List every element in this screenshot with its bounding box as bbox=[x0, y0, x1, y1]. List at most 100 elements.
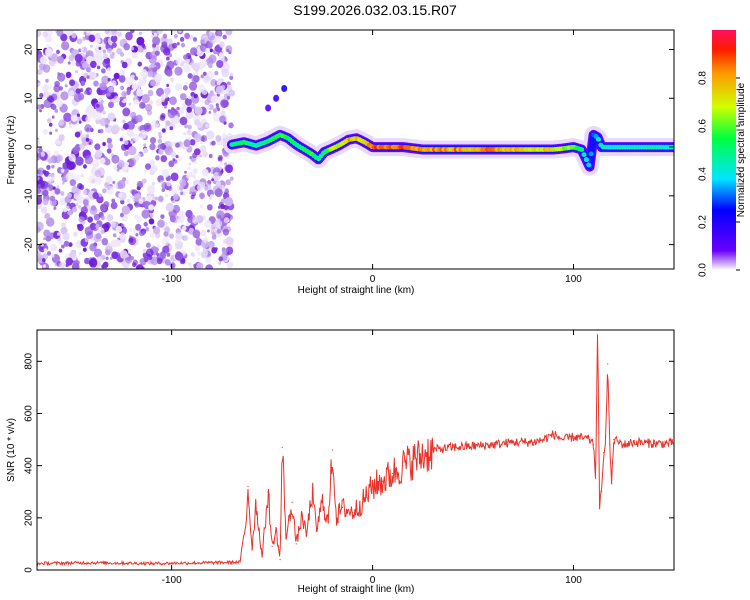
snr-point bbox=[599, 504, 601, 506]
noise-speckle bbox=[169, 126, 174, 131]
trace-cell bbox=[583, 157, 590, 163]
noise-speckle bbox=[166, 69, 173, 77]
noise-speckle bbox=[51, 164, 55, 169]
noise-speckle bbox=[161, 168, 170, 178]
noise-speckle bbox=[192, 168, 198, 175]
noise-speckle bbox=[184, 170, 187, 174]
snr-point bbox=[492, 444, 494, 446]
noise-speckle bbox=[85, 66, 91, 73]
noise-speckle bbox=[84, 226, 94, 236]
noise-speckle bbox=[214, 188, 223, 198]
noise-speckle bbox=[166, 60, 175, 70]
noise-speckle bbox=[143, 143, 147, 147]
noise-speckle bbox=[162, 33, 168, 39]
noise-speckle bbox=[196, 262, 204, 269]
noise-speckle bbox=[111, 30, 117, 35]
noise-speckle bbox=[164, 125, 168, 129]
noise-speckle bbox=[101, 206, 106, 212]
noise-speckle bbox=[113, 72, 120, 80]
noise-speckle bbox=[55, 128, 58, 132]
noise-speckle bbox=[111, 251, 119, 259]
noise-speckle bbox=[150, 256, 159, 266]
noise-speckle bbox=[165, 202, 174, 212]
noise-speckle bbox=[105, 185, 114, 195]
noise-speckle bbox=[166, 83, 170, 88]
noise-speckle bbox=[49, 85, 53, 89]
noise-speckle bbox=[123, 92, 127, 96]
stray-blob bbox=[273, 94, 280, 102]
noise-speckle bbox=[149, 159, 155, 166]
noise-speckle bbox=[188, 262, 192, 266]
noise-speckle bbox=[75, 88, 81, 95]
snr-point bbox=[452, 446, 454, 448]
noise-speckle bbox=[130, 30, 135, 34]
noise-speckle bbox=[37, 226, 41, 233]
noise-speckle bbox=[135, 114, 143, 123]
noise-speckle bbox=[132, 262, 137, 268]
noise-speckle bbox=[123, 139, 129, 145]
noise-speckle bbox=[138, 101, 146, 109]
noise-speckle bbox=[114, 95, 120, 103]
noise-speckle bbox=[160, 97, 165, 103]
noise-speckle bbox=[105, 242, 112, 249]
noise-speckle bbox=[200, 89, 204, 93]
noise-speckle bbox=[102, 188, 107, 194]
noise-speckle bbox=[229, 72, 233, 77]
noise-speckle bbox=[71, 185, 80, 195]
noise-speckle bbox=[94, 169, 102, 178]
noise-speckle bbox=[42, 198, 49, 206]
noise-speckle bbox=[153, 226, 161, 235]
noise-speckle bbox=[218, 261, 222, 265]
snr-point bbox=[295, 543, 297, 545]
noise-speckle bbox=[129, 74, 136, 81]
noise-speckle bbox=[216, 228, 222, 234]
noise-speckle bbox=[141, 230, 145, 235]
noise-speckle bbox=[203, 71, 207, 76]
noise-speckle bbox=[121, 143, 128, 151]
colorbar-gradient bbox=[712, 30, 736, 270]
noise-speckle bbox=[197, 257, 200, 261]
snr-point bbox=[305, 535, 307, 537]
noise-speckle bbox=[93, 213, 100, 221]
noise-speckle bbox=[228, 89, 235, 97]
snr-point bbox=[633, 441, 635, 443]
noise-speckle bbox=[159, 180, 164, 184]
snr-series-line bbox=[37, 334, 674, 567]
noise-speckle bbox=[176, 106, 180, 111]
noise-speckle bbox=[54, 188, 61, 195]
noise-speckle bbox=[204, 75, 210, 81]
noise-speckle bbox=[150, 213, 155, 218]
noise-speckle bbox=[68, 121, 72, 125]
noise-speckle bbox=[42, 31, 49, 38]
noise-speckle bbox=[138, 182, 143, 188]
noise-speckle bbox=[119, 250, 128, 259]
noise-speckle bbox=[105, 175, 113, 184]
noise-speckle bbox=[107, 142, 113, 149]
noise-speckle bbox=[149, 137, 157, 144]
noise-speckle bbox=[57, 55, 64, 64]
noise-speckle bbox=[63, 112, 72, 123]
noise-speckle bbox=[89, 89, 93, 93]
noise-speckle bbox=[141, 266, 145, 269]
noise-speckle bbox=[168, 160, 175, 168]
noise-speckle bbox=[100, 229, 105, 234]
noise-speckle bbox=[206, 130, 215, 140]
ytick-label: 400 bbox=[24, 457, 35, 474]
noise-speckle bbox=[225, 164, 234, 173]
noise-speckle bbox=[88, 258, 98, 268]
snr-point bbox=[432, 449, 434, 451]
noise-speckle bbox=[118, 192, 123, 198]
noise-speckle bbox=[208, 31, 212, 36]
noise-speckle bbox=[220, 110, 226, 117]
snr-point bbox=[335, 517, 337, 519]
noise-speckle bbox=[94, 176, 102, 185]
noise-speckle bbox=[44, 47, 53, 57]
snr-point bbox=[211, 562, 213, 564]
noise-speckle bbox=[39, 93, 44, 98]
noise-speckle bbox=[37, 179, 45, 189]
noise-speckle bbox=[37, 30, 42, 37]
noise-speckle bbox=[162, 245, 170, 254]
noise-speckle bbox=[69, 251, 76, 259]
xtick-label: 100 bbox=[565, 274, 582, 285]
